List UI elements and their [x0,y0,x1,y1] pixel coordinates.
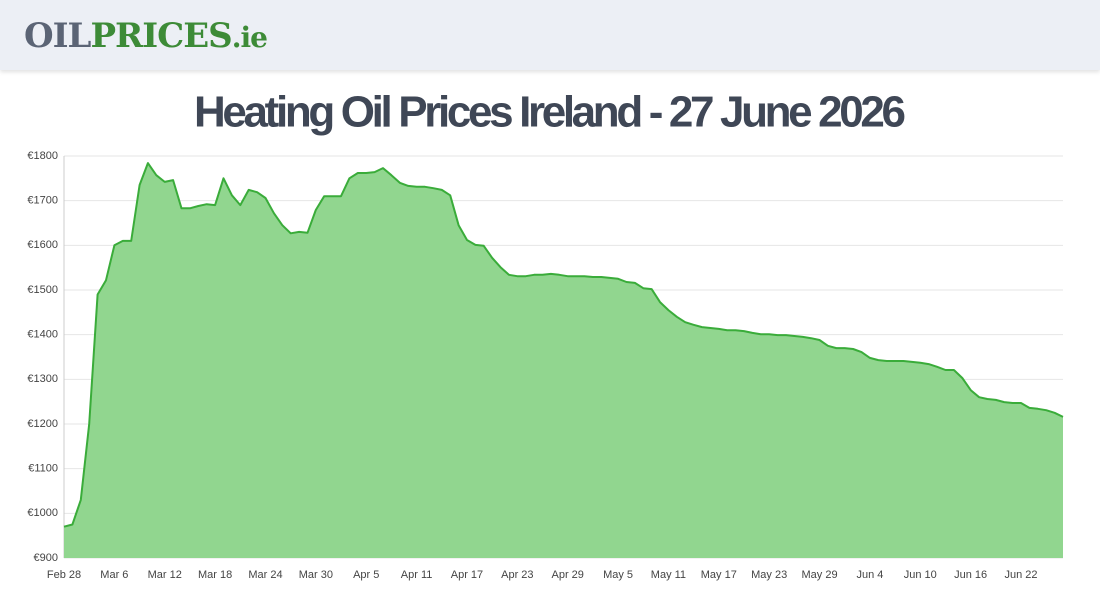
y-tick-label: €1500 [27,284,58,296]
y-tick-label: €1600 [27,239,58,251]
x-tick-label: Apr 17 [451,569,483,581]
header: OILPRICES.ie [0,0,1100,70]
x-tick-label: Jun 16 [954,569,987,581]
logo-text: OIL [24,16,91,56]
x-tick-label: May 11 [651,569,686,581]
y-tick-label: €1700 [27,195,58,207]
x-tick-label: Apr 5 [353,569,379,581]
y-tick-label: €1400 [27,329,58,341]
x-tick-label: Apr 11 [401,569,433,581]
x-tick-label: Apr 23 [501,569,533,581]
x-tick-label: Jun 10 [904,569,937,581]
x-tick-label: Jun 22 [1005,569,1038,581]
y-tick-label: €1300 [27,373,58,385]
x-tick-label: May 17 [701,569,737,581]
x-tick-label: Apr 29 [551,569,583,581]
x-tick-label: Feb 28 [47,569,81,581]
x-tick-label: May 23 [751,569,787,581]
x-tick-label: Mar 18 [198,569,232,581]
x-tick-label: Mar 30 [299,569,333,581]
y-tick-label: €1000 [27,507,58,519]
x-tick-label: Mar 6 [100,569,128,581]
x-tick-label: May 5 [603,569,633,581]
chart-title: Heating Oil Prices Ireland - 27 June 202… [194,88,906,137]
x-tick-label: Mar 24 [248,569,282,581]
y-tick-label: €1200 [27,418,58,430]
line [63,162,1064,528]
x-tick-label: Jun 4 [856,569,883,581]
y-tick-label: €900 [34,552,58,564]
area [64,163,1063,558]
logo-text: PRICES [90,16,232,56]
logo[interactable]: OILPRICES.ie [24,16,268,58]
x-tick-label: Mar 12 [148,569,182,581]
logo-text: .ie [231,21,268,54]
x-tick-label: May 29 [802,569,838,581]
y-tick-label: €1800 [27,150,58,162]
y-tick-label: €1100 [28,463,58,475]
